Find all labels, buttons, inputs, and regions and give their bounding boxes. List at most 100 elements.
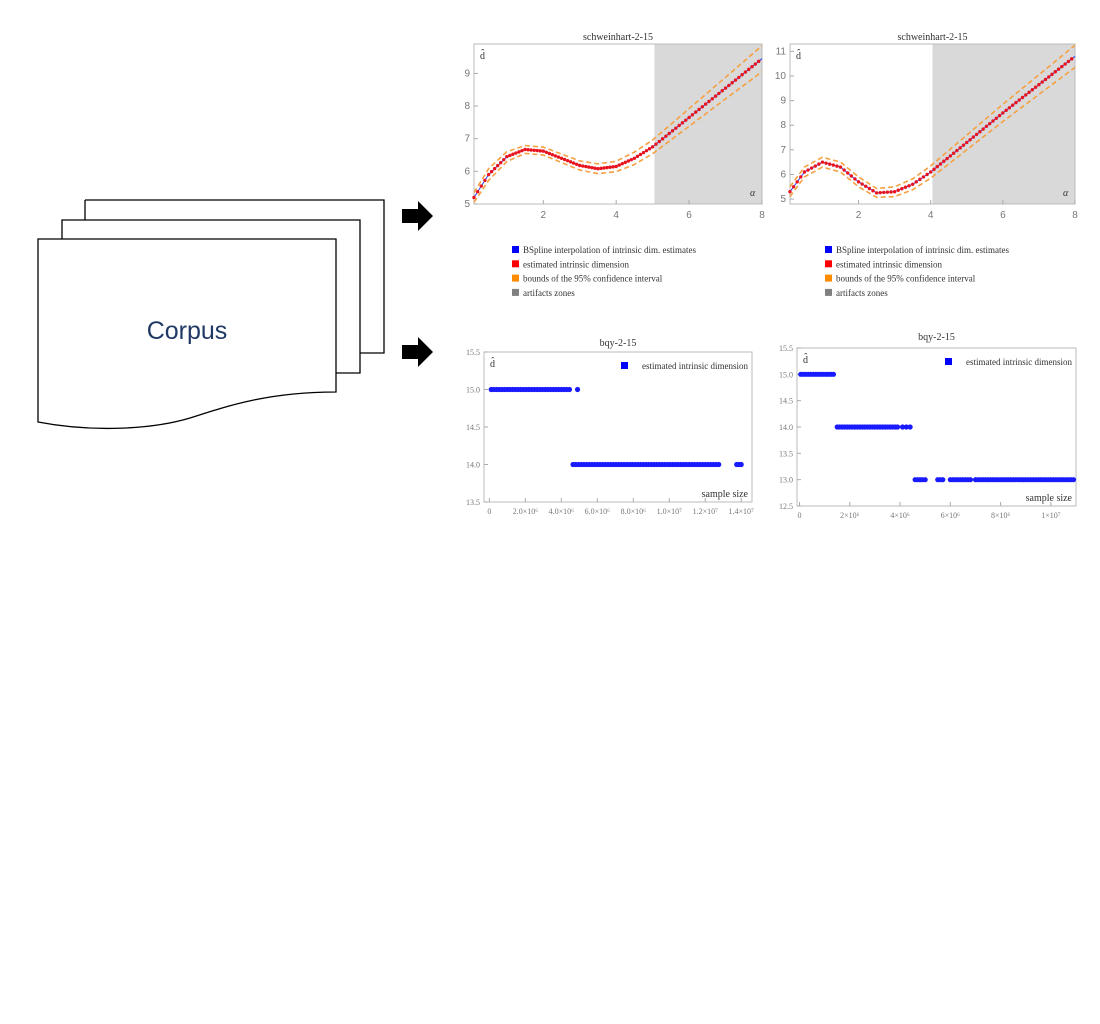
estimate-point [684,118,688,122]
estimate-point [961,143,966,147]
y-axis-label: d̂ [480,49,485,62]
estimate-point [479,184,483,188]
estimate-point [526,148,530,152]
estimate-point [538,149,542,153]
estimate-point [994,116,998,120]
estimate-point [938,162,943,166]
estimate-point [914,180,918,184]
estimate-point [750,65,754,69]
confidence-upper-bound [473,45,763,193]
estimate-point [838,165,843,169]
estimate-point [965,140,969,145]
chart-4: bqy-2-15 12.5 13.0 13.5 14.0 14.5 15.0 15.5 0 2×1… [779,332,1077,520]
legend-swatch [512,288,519,296]
x-tick-label: 6 [686,210,692,221]
estimate-point [632,156,637,160]
estimate-point [971,135,976,139]
estimate-point [1014,100,1018,105]
estimate-point [1010,103,1015,107]
estimate-point [928,170,933,174]
estimate-point [605,165,609,170]
estimate-point [720,89,724,93]
estimate-point [997,113,1002,118]
estimate-point [547,151,552,156]
estimate-point [878,190,882,195]
estimate-point [1056,67,1061,71]
estimate-point [892,189,897,194]
x-tick-label: 4 [928,210,934,221]
estimate-point [535,148,539,153]
legend-swatch [945,358,952,365]
data-point [967,477,974,483]
data-point [830,371,837,377]
estimate-point [602,166,606,170]
y-tick-label: 15.5 [466,348,480,357]
estimate-point [885,190,890,194]
right-arrow-icon [402,337,433,367]
plot-frame [483,351,753,503]
y-tick-label: 9 [464,68,470,79]
estimate-point [1004,108,1008,113]
estimate-point [907,184,911,188]
estimate-point [553,154,558,158]
legend-swatch [512,260,519,268]
estimate-point [590,165,594,170]
estimate-point [550,152,555,157]
estimate-point [1047,75,1051,79]
estimate-point [910,182,915,187]
estimate-point [670,129,675,133]
estimate-point [984,124,989,129]
y-tick-label: 15.5 [779,344,793,353]
estimate-point [647,147,652,151]
estimate-point [620,162,624,166]
data-point [922,477,928,483]
estimate-point [817,162,821,166]
estimate-point [727,83,731,88]
y-tick-label: 12.5 [779,502,793,511]
y-axis-label: d̂ [796,49,801,62]
x-axis-label: sample size [702,489,749,500]
estimate-point [623,160,627,165]
x-axis-label: α [1063,188,1069,199]
estimate-point [896,188,900,192]
estimate-point [795,180,799,184]
estimate-point [824,161,828,165]
x-tick-label: 2×10⁶ [840,511,860,520]
estimate-point [831,163,835,167]
estimate-point [697,107,701,112]
right-arrow-icon [402,201,433,231]
estimate-point [654,142,658,146]
plot-frame [473,43,763,205]
estimate-point [1053,70,1058,74]
estimate-point [988,121,992,126]
estimate-point [599,166,603,171]
estimate-point [889,190,893,194]
estimate-point [900,187,904,191]
chart-title: schweinhart-2-15 [898,32,968,43]
estimate-point [657,139,661,144]
estimate-point [1033,85,1038,89]
y-tick-label: 8 [780,120,786,131]
y-tick-label: 15.0 [466,386,480,395]
estimate-point [1050,72,1054,77]
estimate-point [611,165,615,169]
chart-3: bqy-2-15 13.5 14.0 14.5 15.0 15.5 0 2.0×10⁶ 4.0×… [466,338,754,516]
estimate-point [1024,93,1028,97]
data-point [940,477,946,483]
estimate-point [707,99,711,104]
estimate-point [617,163,621,167]
estimate-point [578,163,582,168]
estimate-point [1017,98,1021,102]
y-tick-label: 7 [464,134,470,145]
estimate-point [723,86,728,90]
estimate-point [813,164,817,168]
estimate-point [925,172,929,177]
estimate-point [942,159,946,163]
data-point [894,424,901,430]
estimate-point [541,149,545,153]
legend-label: BSpline interpolation of intrinsic dim. … [523,245,696,255]
estimate-point [495,163,500,168]
artifact-zone [932,44,1075,204]
estimate-point [559,156,564,160]
estimate-point [587,165,591,169]
